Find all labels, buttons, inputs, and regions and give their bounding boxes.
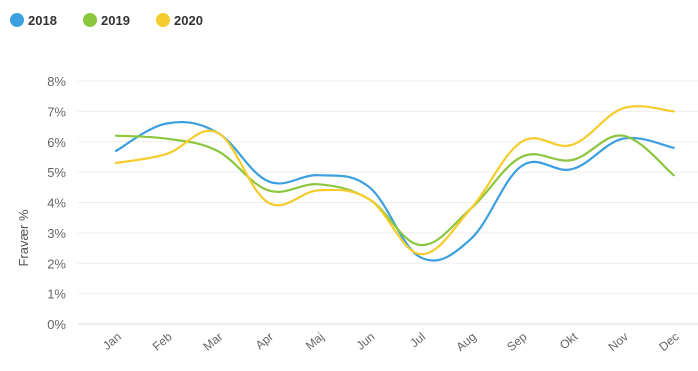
series-line-2018 xyxy=(114,120,675,262)
x-tick-label: Aug xyxy=(453,330,478,354)
y-tick-label: 6% xyxy=(47,135,66,150)
x-tick-label: Nov xyxy=(606,330,631,354)
series-line-2020 xyxy=(114,105,675,256)
series-line-2019 xyxy=(114,134,675,247)
chart-series xyxy=(114,105,675,262)
x-tick-label: Feb xyxy=(150,329,175,353)
y-axis-ticks: 0% 1% 2% 3% 4% 5% 6% 7% 8% xyxy=(47,74,66,332)
legend-label-2019: 2019 xyxy=(101,13,130,28)
x-tick-label: Okt xyxy=(557,329,581,352)
y-tick-label: 7% xyxy=(47,104,66,119)
legend-label-2020: 2020 xyxy=(174,13,203,28)
chart-gridlines xyxy=(78,80,698,325)
y-tick-label: 8% xyxy=(47,74,66,89)
y-tick-label: 1% xyxy=(47,287,66,302)
x-tick-label: Jun xyxy=(354,330,378,353)
x-tick-label: Jan xyxy=(100,330,124,353)
x-tick-label: Jul xyxy=(407,330,428,351)
x-tick-label: Apr xyxy=(253,330,276,353)
legend-label-2018: 2018 xyxy=(28,13,57,28)
y-tick-label: 3% xyxy=(47,226,66,241)
x-tick-label: Sep xyxy=(504,329,530,354)
x-tick-label: Maj xyxy=(303,330,327,353)
y-tick-label: 2% xyxy=(47,256,66,271)
legend-marker-2019 xyxy=(83,13,97,27)
x-tick-label: Mar xyxy=(200,330,225,354)
x-tick-label: Dec xyxy=(656,330,681,354)
legend-marker-2018 xyxy=(10,13,24,27)
y-tick-label: 4% xyxy=(47,196,66,211)
legend-marker-2020 xyxy=(156,13,170,27)
y-axis-title: Fravær % xyxy=(16,209,31,267)
y-tick-label: 0% xyxy=(47,317,66,332)
x-axis-ticks: Jan Feb Mar Apr Maj Jun Jul Aug Sep Okt Nov Dec xyxy=(100,329,682,354)
y-tick-label: 5% xyxy=(47,165,66,180)
chart-legend: 2018 2019 2020 xyxy=(10,13,203,28)
